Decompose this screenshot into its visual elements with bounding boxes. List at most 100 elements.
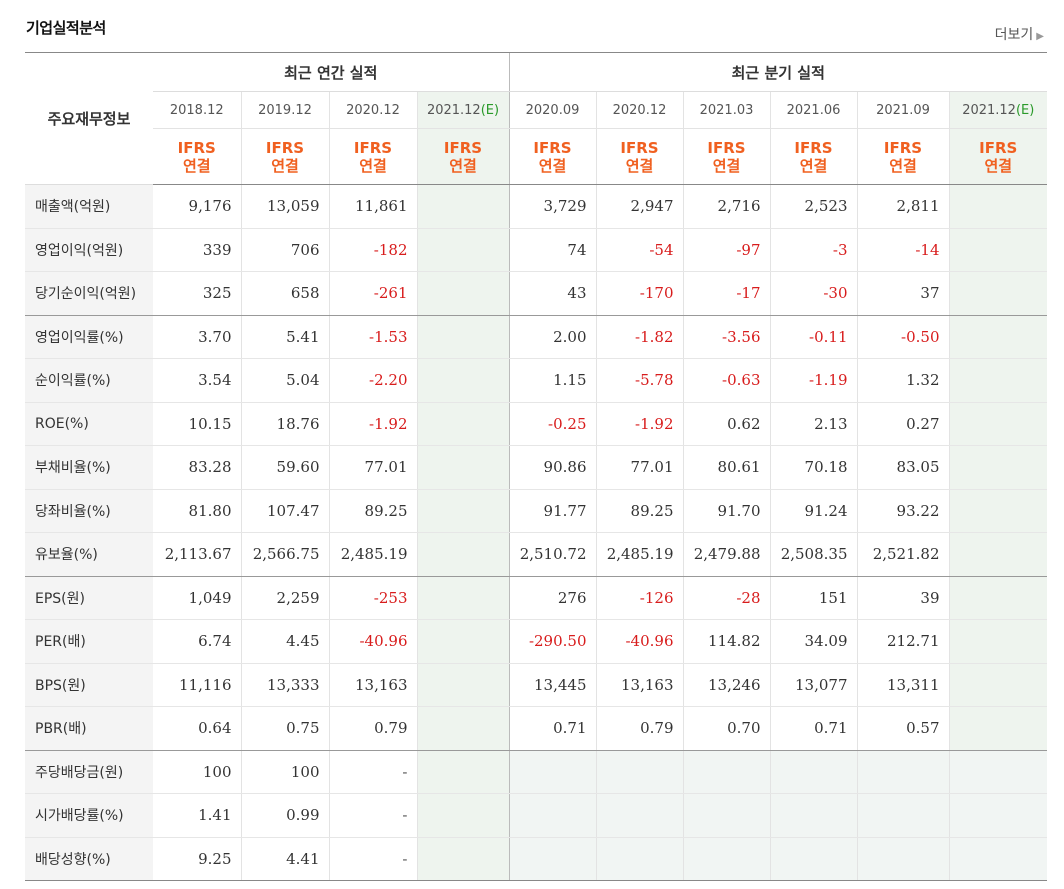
row-label: ROE(%) [25, 402, 153, 446]
ifrs-label: IFRS [443, 138, 483, 157]
value-cell: 658 [240, 271, 329, 316]
value-cell: 2,947 [595, 184, 683, 229]
table-row: 매출액(억원) 9,176 13,059 11,861 3,729 2,947 2,716 2… [25, 184, 1047, 229]
row-label: PER(배) [25, 619, 153, 664]
value-cell: -261 [328, 271, 417, 316]
value-cell: -170 [595, 271, 683, 316]
value-cell: 13,445 [508, 663, 596, 707]
ifrs-badge: IFRS 연결 [328, 128, 417, 185]
consolidated-label: 연결 [449, 156, 477, 175]
value-cell: 100 [240, 750, 329, 794]
value-cell [948, 402, 1047, 446]
consolidated-label: 연결 [538, 156, 567, 175]
value-cell: 706 [240, 228, 329, 272]
value-cell [948, 619, 1047, 664]
consolidated-label: 연결 [984, 156, 1013, 175]
ifrs-label: IFRS [533, 138, 572, 157]
value-cell [508, 837, 596, 881]
value-cell: 2,479.88 [682, 532, 770, 577]
table-row: 주당배당금(원) 100 100- [25, 750, 1047, 794]
value-cell: -5.78 [595, 358, 683, 403]
table-row: 당좌비율(%) 81.80 107.47 89.25 91.77 89.25 91.70 91… [25, 489, 1047, 533]
value-cell [682, 793, 770, 838]
consolidated-label: 연결 [625, 156, 654, 175]
table-row: 영업이익(억원) 339 706 -182 74 -54 -97 -3 -14 [25, 228, 1047, 272]
row-label: 영업이익률(%) [25, 315, 153, 359]
value-cell: 151 [769, 576, 857, 620]
value-cell: -17 [682, 271, 770, 316]
value-cell: 2,523 [769, 184, 857, 229]
value-cell [416, 750, 509, 794]
value-cell: 13,311 [856, 663, 949, 707]
value-cell: -0.25 [508, 402, 596, 446]
value-cell: 2,485.19 [595, 532, 683, 577]
ifrs-badge: IFRS 연결 [153, 128, 241, 185]
value-cell [948, 793, 1047, 838]
value-cell: 212.71 [856, 619, 949, 664]
value-cell [856, 750, 949, 794]
consolidated-label: 연결 [271, 156, 299, 175]
value-cell: 2.13 [769, 402, 857, 446]
more-link[interactable]: 더보기 ▶ [995, 24, 1044, 44]
value-cell: -1.82 [595, 315, 683, 359]
value-cell [416, 663, 509, 707]
value-cell: -97 [682, 228, 770, 272]
value-cell: 59.60 [240, 445, 329, 490]
value-cell: -1.92 [595, 402, 683, 446]
value-cell: 325 [153, 271, 241, 316]
period-header: 2021.12(E) [416, 91, 509, 129]
value-cell [682, 750, 770, 794]
period-label: 2021.12 [962, 102, 1016, 118]
consolidated-label: 연결 [799, 156, 828, 175]
value-cell: 81.80 [153, 489, 241, 533]
value-cell: 4.45 [240, 619, 329, 664]
value-cell: 11,861 [328, 184, 417, 229]
table-row: ROE(%) 10.15 18.76 -1.92 -0.25 -1.92 0.62 2.13 0… [25, 402, 1047, 446]
value-cell [856, 837, 949, 881]
period-header: 2021.06 [769, 91, 857, 129]
value-cell: 276 [508, 576, 596, 620]
value-cell [416, 358, 509, 403]
value-cell [769, 837, 857, 881]
value-cell: 70.18 [769, 445, 857, 490]
value-cell: 2,521.82 [856, 532, 949, 577]
ifrs-label: IFRS [979, 138, 1018, 157]
table-row: EPS(원) 1,049 2,259 -253 276 -126 -28 151 39 [25, 576, 1047, 620]
value-cell: 11,116 [153, 663, 241, 707]
value-cell [416, 489, 509, 533]
value-cell: 13,163 [328, 663, 417, 707]
value-cell: 0.71 [769, 706, 857, 751]
value-cell [948, 837, 1047, 881]
ifrs-badge: IFRS 연결 [240, 128, 329, 185]
table-row: 시가배당률(%) 1.41 0.99- [25, 793, 1047, 838]
ifrs-badge: IFRS 연결 [682, 128, 770, 185]
corner-header: 주요재무정보 [25, 52, 153, 185]
value-cell: 5.04 [240, 358, 329, 403]
ifrs-badge: IFRS 연결 [856, 128, 949, 185]
period-header: 2020.12 [328, 91, 417, 129]
value-cell: 34.09 [769, 619, 857, 664]
row-label: BPS(원) [25, 663, 153, 707]
consolidated-label: 연결 [359, 156, 387, 175]
value-cell: 0.79 [595, 706, 683, 751]
value-cell: 1.32 [856, 358, 949, 403]
value-cell [416, 184, 509, 229]
value-cell [948, 228, 1047, 272]
value-cell: 10.15 [153, 402, 241, 446]
table-row: 당기순이익(억원) 325 658 -261 43 -170 -17 -30 37 [25, 271, 1047, 316]
value-cell [948, 358, 1047, 403]
value-cell [595, 793, 683, 838]
value-cell: 9.25 [153, 837, 241, 881]
value-cell [948, 706, 1047, 751]
value-cell: 2,508.35 [769, 532, 857, 577]
value-cell: -182 [328, 228, 417, 272]
value-cell [416, 576, 509, 620]
value-cell: -2.20 [328, 358, 417, 403]
value-cell: 13,333 [240, 663, 329, 707]
value-cell: 0.71 [508, 706, 596, 751]
value-cell [595, 750, 683, 794]
ifrs-badge: IFRS 연결 [416, 128, 509, 185]
value-cell: 0.27 [856, 402, 949, 446]
table-row: 유보율(%) 2,113.67 2,566.75 2,485.19 2,510.72 2,… [25, 532, 1047, 577]
value-cell: 77.01 [595, 445, 683, 490]
